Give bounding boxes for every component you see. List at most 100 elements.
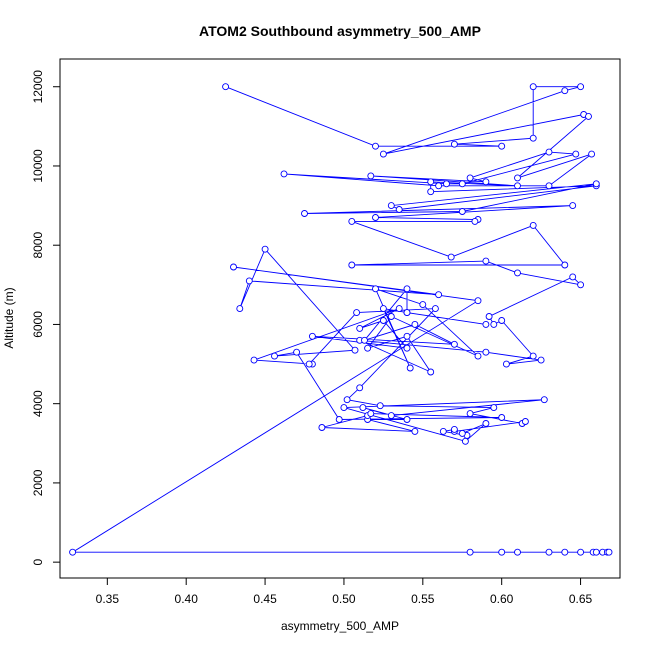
x-tick-label: 0.50 [332,592,356,606]
data-point [561,548,569,556]
data-point [318,424,326,431]
data-point [514,174,521,182]
data-point [529,83,537,91]
data-point [490,404,498,412]
data-point [561,87,569,95]
data-point [466,410,474,418]
data-point [529,134,537,142]
data-point [592,548,600,556]
data-point [577,83,585,91]
data-point [585,112,592,120]
data-point [379,150,387,158]
x-tick-label: 0.65 [569,592,593,606]
data-point [356,384,364,392]
data-point [427,178,435,186]
y-tick-label: 4000 [31,390,45,417]
data-point [230,263,237,271]
data-point [387,313,395,320]
data-point [588,150,596,158]
data-point [482,320,490,328]
data-point [474,297,482,305]
y-tick-label: 2000 [31,469,45,496]
data-point [482,257,490,265]
x-tick-label: 0.45 [253,592,277,606]
data-point [521,418,529,425]
data-point [387,202,395,210]
data-point [572,150,580,158]
x-tick-label: 0.55 [411,592,435,606]
data-point [406,364,414,372]
data-point [403,332,411,340]
data-point [435,182,443,190]
data-point [356,324,364,332]
data-point [308,332,316,340]
data-point [335,416,343,423]
data-point [450,340,458,348]
data-point [435,291,443,299]
data-point [403,344,411,352]
data-point [361,336,368,344]
x-axis: 0.35 0.40 0.45 0.50 0.55 0.60 0.65 [96,577,593,606]
data-point [498,142,506,150]
data-point [293,348,301,356]
data-point [351,346,359,354]
data-point [343,396,351,404]
data-point [403,309,411,317]
data-point [605,548,613,556]
data-point [529,221,537,229]
data-point [261,245,269,253]
data-point [367,410,375,418]
data-point [245,277,253,285]
data-point [348,217,356,225]
data-point [498,414,506,421]
x-axis-label: asymmetry_500_AMP [281,619,399,633]
data-point [403,285,411,293]
data-point [367,172,375,180]
data-point [540,396,548,404]
y-tick-label: 0 [31,558,45,565]
data-point [427,368,435,376]
data-point [545,548,553,556]
data-point [348,261,356,269]
data-point [545,148,553,156]
data-point [474,352,482,360]
data-point [379,305,387,313]
data-point [364,344,372,352]
series-points [69,83,613,556]
data-point [411,320,419,328]
data-point [395,305,403,313]
y-axis: 0 2000 4000 6000 8000 10000 12000 [31,70,61,565]
data-point [502,360,510,368]
data-point [305,360,313,368]
data-point [498,548,506,556]
data-point [514,182,521,190]
data-point [69,548,77,556]
data-point [395,206,403,213]
chart-title: ATOM2 Southbound asymmetry_500_AMP [199,23,481,39]
x-tick-label: 0.40 [175,592,199,606]
data-point [419,301,427,309]
data-point [482,348,490,356]
y-axis-label: Altitude (m) [2,287,16,348]
data-point [236,305,244,313]
data-point [490,320,498,328]
data-point [482,178,490,186]
data-point [372,285,379,293]
data-point [403,416,411,423]
data-point [569,273,577,281]
data-point [537,356,545,364]
data-point [372,214,379,221]
data-point [443,180,450,188]
data-point [461,437,469,445]
data-point [450,140,458,148]
data-point [458,429,466,437]
data-point [447,253,455,261]
data-point [514,548,521,556]
data-point [498,317,506,324]
data-point [471,217,479,225]
data-point [411,427,419,435]
data-point [545,182,553,190]
data-point [250,356,258,364]
y-tick-label: 12000 [31,70,45,104]
